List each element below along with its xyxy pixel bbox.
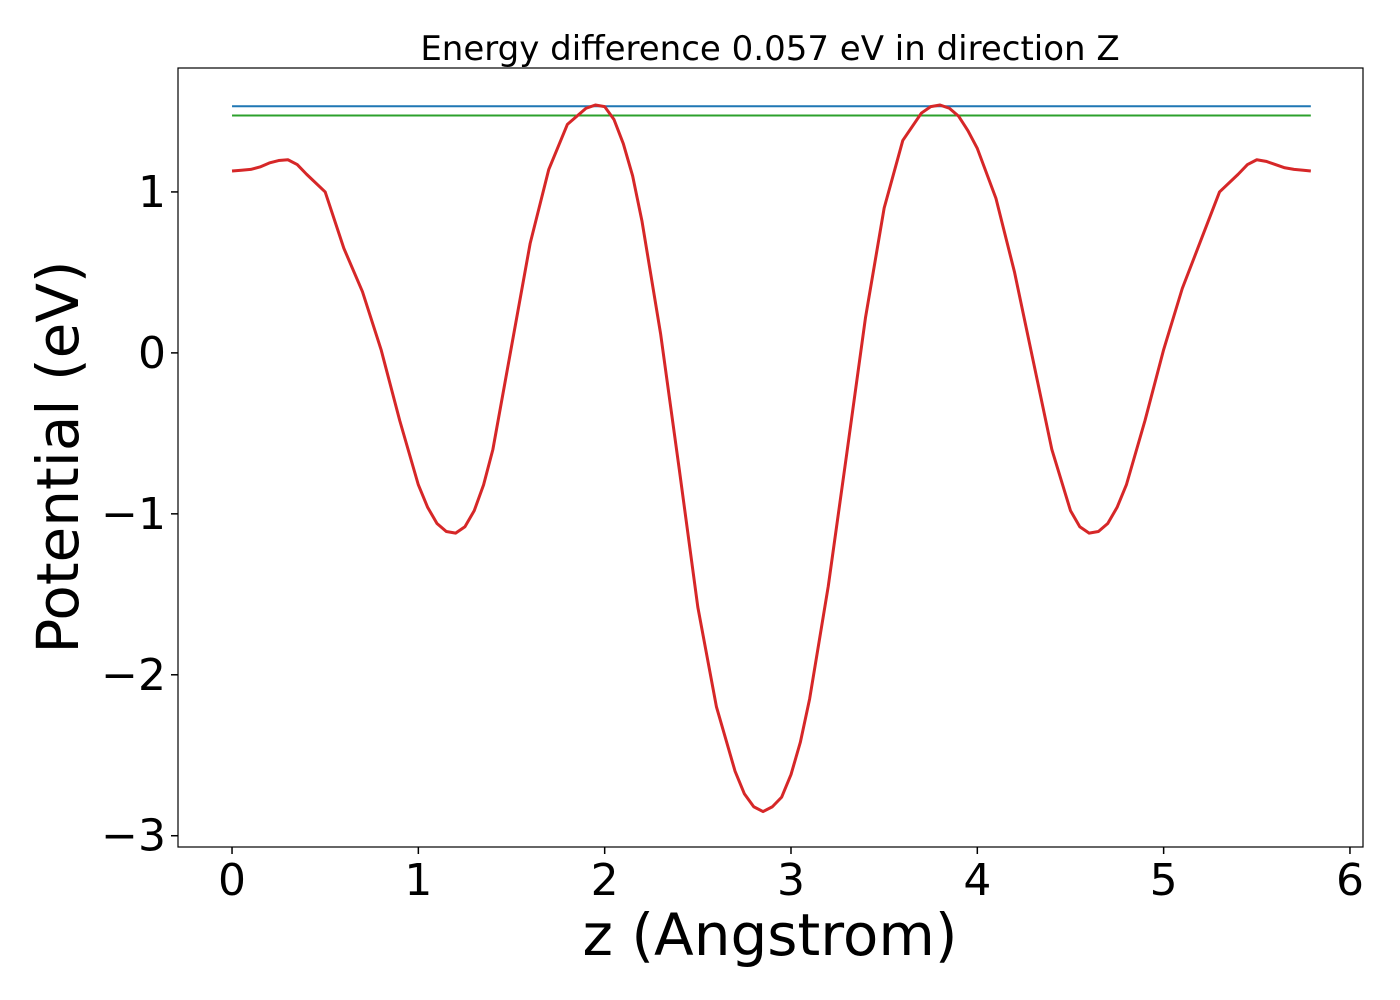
y-tick-label: 1 [138, 167, 166, 218]
x-tick-label: 0 [218, 855, 246, 906]
x-tick-label: 6 [1336, 855, 1364, 906]
x-tick-label: 3 [777, 855, 805, 906]
y-axis-label: Potential (eV) [24, 260, 92, 653]
y-tick-label: 0 [138, 328, 166, 379]
x-tick-label: 2 [591, 855, 619, 906]
y-tick-label: −2 [101, 650, 166, 701]
plot-layer [231, 103, 1311, 814]
x-tick-label: 5 [1150, 855, 1178, 906]
x-tick-label: 4 [963, 855, 991, 906]
chart-title: Energy difference 0.057 eV in direction … [420, 29, 1119, 69]
series-line-potential [231, 103, 1311, 814]
x-axis-label: z (Angstrom) [583, 901, 958, 969]
y-tick-label: −1 [101, 489, 166, 540]
x-axis-ticks: 0 1 2 3 4 5 6 [218, 847, 1364, 906]
y-axis-ticks: −3 −2 −1 0 1 [101, 167, 178, 862]
y-tick-label: −3 [101, 811, 166, 862]
plot-frame [177, 67, 1364, 848]
x-tick-label: 1 [404, 855, 432, 906]
